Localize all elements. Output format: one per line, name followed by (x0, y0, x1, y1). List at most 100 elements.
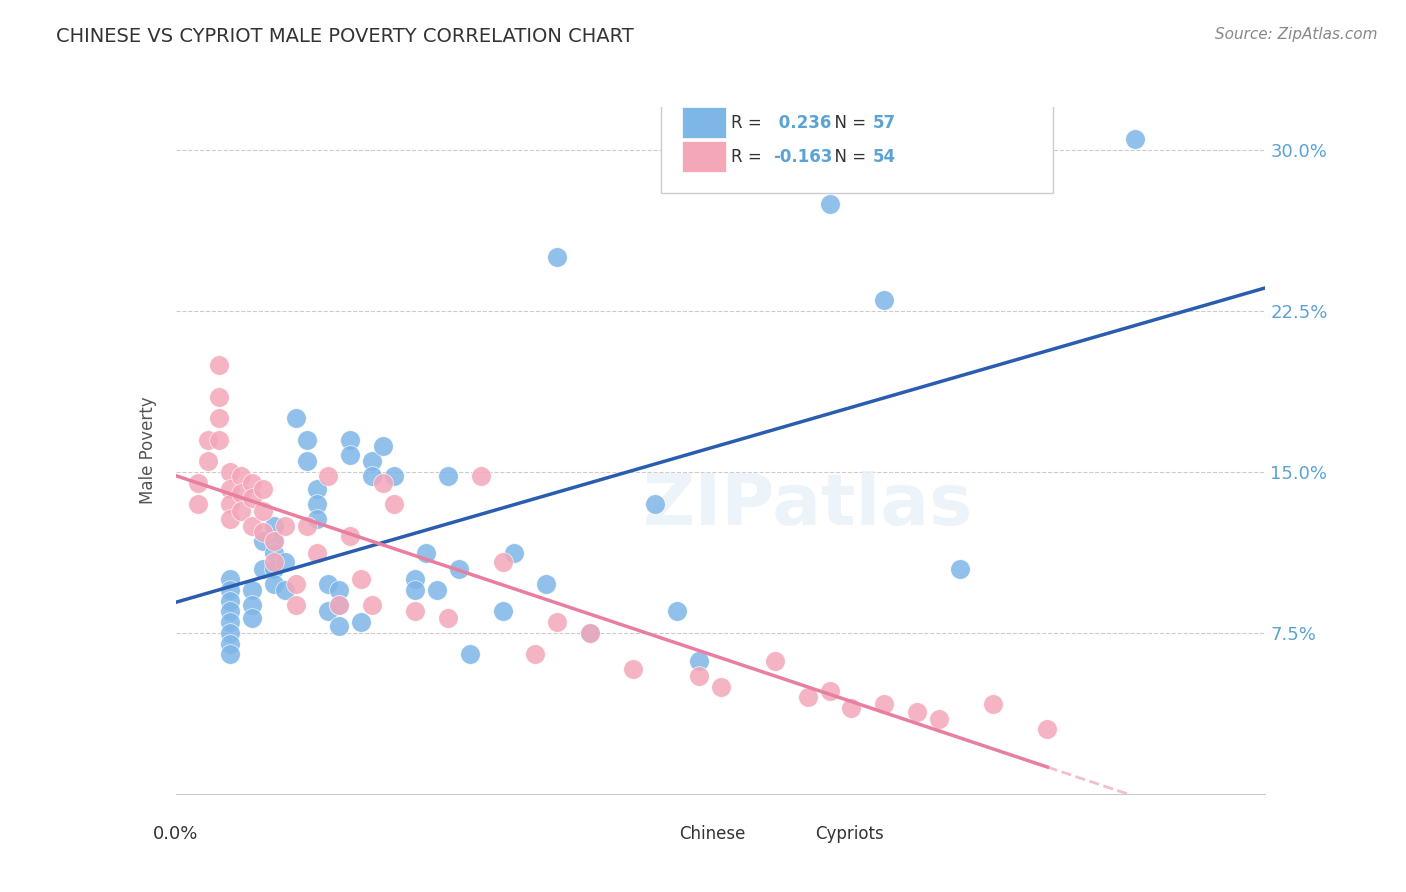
Point (415, 546, 437, 561)
Point (318, 469, 340, 483)
Point (219, 615, 242, 630)
Point (263, 561, 285, 575)
Text: Cypriots: Cypriots (815, 825, 884, 843)
Point (231, 469, 253, 483)
Point (949, 561, 972, 575)
Text: 0.236: 0.236 (773, 114, 831, 132)
Point (240, 518, 263, 533)
Text: R =: R = (731, 148, 768, 166)
Point (621, 662, 644, 676)
Point (263, 546, 285, 561)
Point (274, 555, 297, 569)
Point (873, 697, 896, 711)
Point (328, 598, 350, 612)
Point (688, 669, 710, 683)
FancyBboxPatch shape (682, 141, 725, 172)
Point (219, 465, 242, 479)
Point (307, 482, 329, 496)
Text: Source: ZipAtlas.com: Source: ZipAtlas.com (1215, 27, 1378, 42)
Text: N =: N = (824, 114, 872, 132)
Point (797, 690, 820, 705)
Point (328, 582, 350, 597)
Text: 54: 54 (873, 148, 896, 166)
Point (492, 604, 515, 618)
Point (274, 582, 297, 597)
Point (252, 533, 274, 548)
Y-axis label: Male Poverty: Male Poverty (139, 397, 157, 504)
Point (382, 497, 405, 511)
Point (318, 576, 340, 591)
Text: N =: N = (824, 148, 872, 166)
Point (458, 648, 481, 662)
Point (219, 497, 242, 511)
Point (644, 497, 666, 511)
Point (284, 411, 307, 425)
Point (524, 648, 547, 662)
Point (405, 572, 427, 586)
Point (197, 433, 219, 447)
Point (579, 626, 602, 640)
Point (426, 582, 449, 597)
Point (219, 512, 242, 526)
FancyBboxPatch shape (778, 825, 811, 844)
Point (219, 572, 242, 586)
Point (186, 497, 209, 511)
Point (263, 518, 285, 533)
Point (208, 390, 231, 404)
Point (579, 626, 602, 640)
Point (350, 572, 373, 586)
Point (666, 604, 689, 618)
Text: 57: 57 (873, 114, 896, 132)
Point (219, 626, 242, 640)
Point (240, 611, 263, 625)
Point (328, 598, 350, 612)
Point (318, 604, 340, 618)
Point (873, 293, 896, 308)
Point (240, 582, 263, 597)
Point (295, 518, 318, 533)
Point (360, 454, 382, 468)
Point (252, 482, 274, 496)
Point (350, 615, 373, 630)
Point (274, 518, 297, 533)
Point (186, 475, 209, 490)
Point (763, 654, 786, 668)
Point (252, 524, 274, 539)
Point (231, 486, 253, 500)
Point (360, 469, 382, 483)
Point (339, 433, 361, 447)
Point (818, 683, 841, 698)
Point (371, 439, 394, 453)
Point (263, 533, 285, 548)
Point (382, 469, 405, 483)
FancyBboxPatch shape (641, 825, 675, 844)
Point (818, 196, 841, 211)
Point (405, 604, 427, 618)
Text: CHINESE VS CYPRIOT MALE POVERTY CORRELATION CHART: CHINESE VS CYPRIOT MALE POVERTY CORRELAT… (56, 27, 634, 45)
Point (263, 533, 285, 548)
Point (307, 497, 329, 511)
Text: R =: R = (731, 114, 768, 132)
Point (295, 433, 318, 447)
Point (688, 654, 710, 668)
Point (252, 503, 274, 517)
Point (905, 706, 928, 720)
Point (263, 576, 285, 591)
Point (263, 555, 285, 569)
Point (240, 598, 263, 612)
Point (437, 469, 460, 483)
Point (284, 576, 307, 591)
Point (219, 582, 242, 597)
Point (447, 561, 470, 575)
Point (339, 448, 361, 462)
Point (240, 491, 263, 505)
Point (197, 454, 219, 468)
Text: 0.0%: 0.0% (153, 825, 198, 843)
Point (546, 615, 568, 630)
Point (219, 593, 242, 607)
Point (307, 512, 329, 526)
Point (219, 482, 242, 496)
Point (328, 619, 350, 633)
Point (841, 701, 863, 715)
Point (534, 576, 557, 591)
